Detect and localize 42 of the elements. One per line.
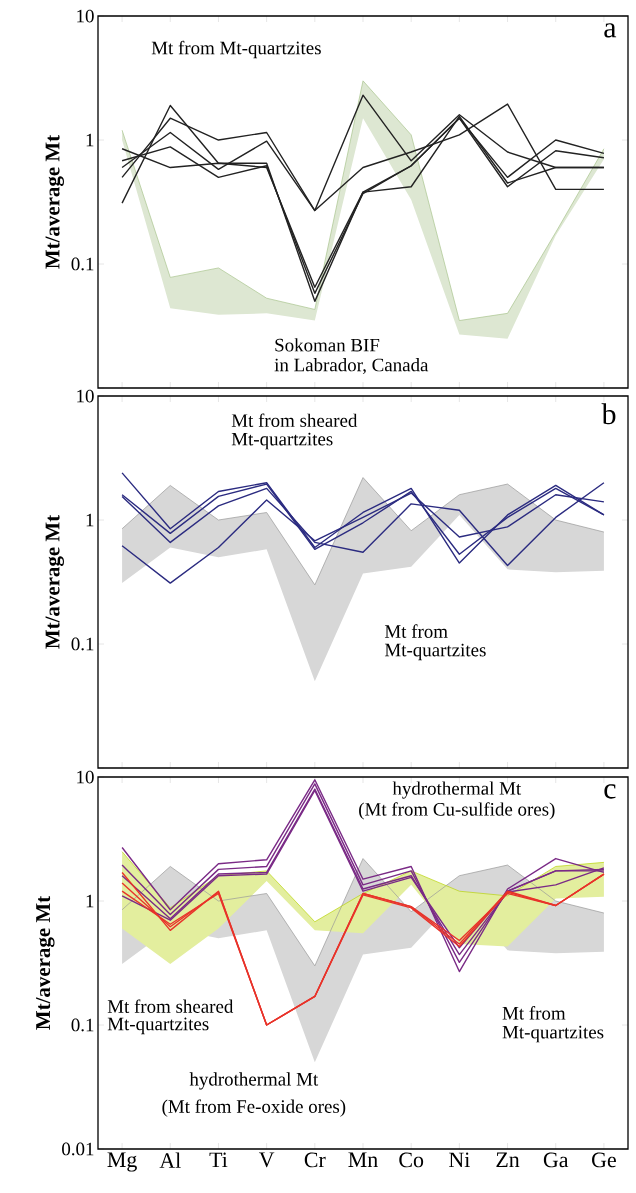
y-tick-label: 0.1	[71, 637, 94, 651]
x-tick-label: V	[258, 1152, 275, 1168]
annotation: in Labrador, Canada	[274, 358, 429, 375]
annotation: Mt-quartzites	[231, 432, 333, 450]
annotation: Mt from	[384, 624, 448, 638]
y-tick-label: 1	[86, 894, 94, 908]
annotation: Mt-quartzites	[107, 1017, 209, 1035]
annotation: Mt from	[502, 1006, 566, 1020]
y-tick-label: 10	[77, 9, 94, 23]
annotation: (Mt from Fe-oxide ores)	[162, 1099, 346, 1117]
x-tick-label: Al	[159, 1152, 181, 1168]
chart-title: b	[601, 403, 616, 425]
chart-title: c	[604, 784, 616, 799]
x-tick-label: Ga	[543, 1152, 569, 1168]
y-tick-label: 1	[86, 133, 94, 147]
y-tick-label: 0.01	[62, 1142, 94, 1156]
chart-title: a	[604, 23, 617, 38]
y-tick-label: 0.1	[71, 257, 94, 271]
annotation: hydrothermal Mt	[392, 781, 522, 799]
x-tick-label: Ti	[209, 1152, 228, 1168]
x-tick-label: Mn	[348, 1152, 378, 1167]
y-axis-title: Mt/average Mt	[45, 135, 64, 269]
y-axis-title: Mt/average Mt	[36, 896, 55, 1030]
y-axis-title: Mt/average Mt	[45, 515, 64, 649]
annotation: Mt from sheared	[231, 413, 358, 427]
x-tick-label: Cr	[304, 1152, 326, 1168]
x-tick-label: Ni	[449, 1152, 470, 1168]
annotation: Sokoman BIF	[275, 338, 380, 352]
annotation: hydrothermal Mt	[189, 1072, 319, 1090]
x-tick-label: Zn	[496, 1152, 520, 1167]
y-tick-label: 10	[77, 770, 94, 784]
x-tick-label: Ge	[592, 1152, 616, 1168]
annotation: Mt-quartzites	[502, 1025, 604, 1043]
y-tick-label: 1	[86, 513, 94, 527]
y-tick-label: 10	[77, 389, 94, 403]
annotation: Mt from Mt-quartzites	[151, 40, 321, 59]
x-tick-label: Co	[399, 1152, 424, 1168]
annotation: Mt-quartzites	[384, 643, 486, 661]
x-tick-label: Mg	[107, 1152, 137, 1172]
annotation: (Mt from Cu-sulfide ores)	[359, 802, 555, 820]
y-tick-label: 0.1	[71, 1018, 94, 1032]
annotation: Mt from sheared	[107, 999, 234, 1013]
